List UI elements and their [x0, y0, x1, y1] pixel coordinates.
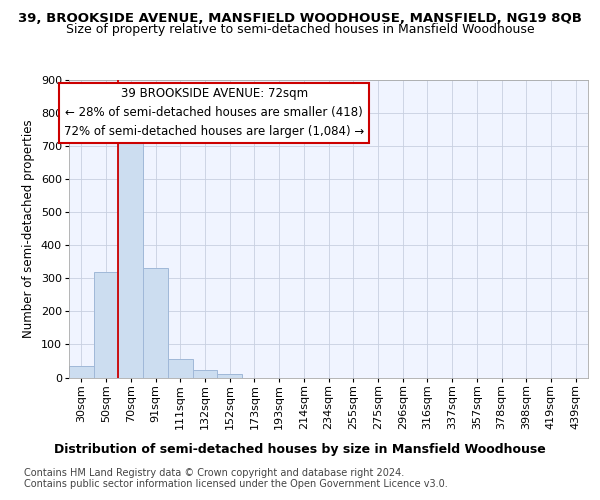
Text: 39, BROOKSIDE AVENUE, MANSFIELD WOODHOUSE, MANSFIELD, NG19 8QB: 39, BROOKSIDE AVENUE, MANSFIELD WOODHOUS…	[18, 12, 582, 26]
Text: Distribution of semi-detached houses by size in Mansfield Woodhouse: Distribution of semi-detached houses by …	[54, 442, 546, 456]
Bar	[118, 134, 143, 378]
Y-axis label: Number of semi-detached properties: Number of semi-detached properties	[22, 120, 35, 338]
Bar	[94, 272, 118, 378]
Bar	[217, 374, 242, 378]
Bar	[69, 366, 94, 378]
Bar	[193, 370, 217, 378]
Text: Size of property relative to semi-detached houses in Mansfield Woodhouse: Size of property relative to semi-detach…	[65, 22, 535, 36]
Text: Contains HM Land Registry data © Crown copyright and database right 2024.
Contai: Contains HM Land Registry data © Crown c…	[24, 468, 448, 489]
Text: 39 BROOKSIDE AVENUE: 72sqm
← 28% of semi-detached houses are smaller (418)
72% o: 39 BROOKSIDE AVENUE: 72sqm ← 28% of semi…	[64, 88, 364, 138]
Bar	[143, 268, 168, 378]
Bar	[168, 358, 193, 378]
